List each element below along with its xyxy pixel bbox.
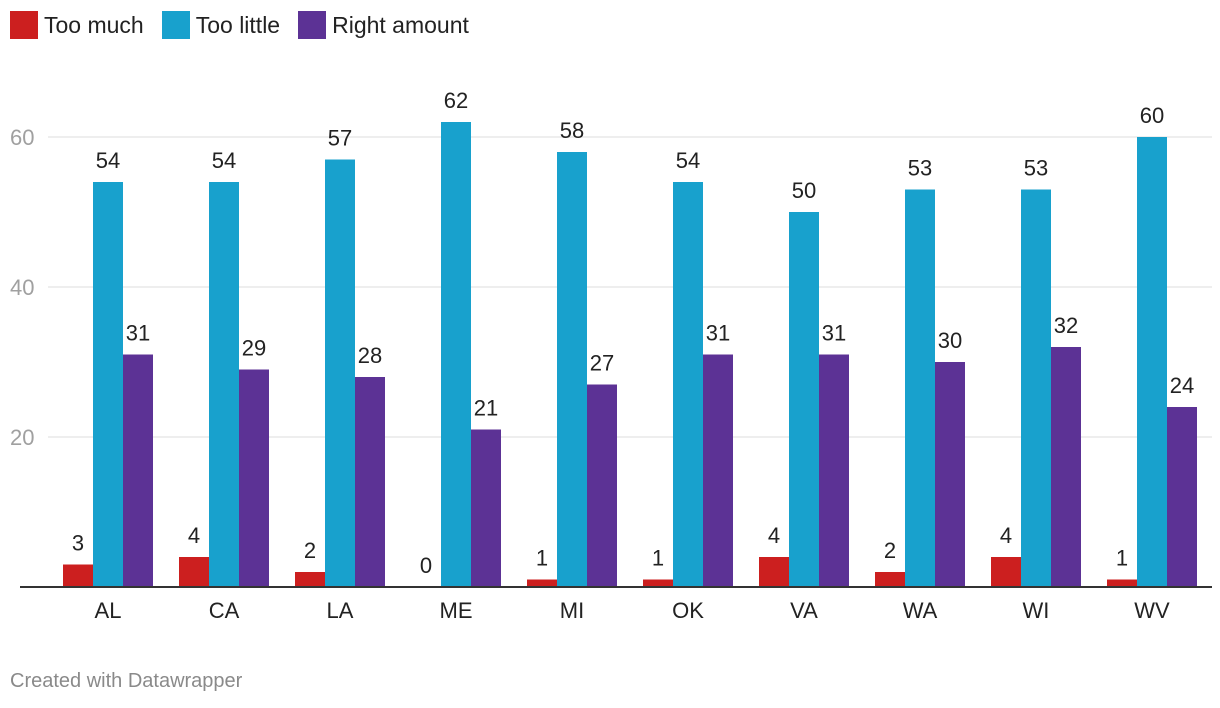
x-tick-label-ok: OK: [672, 598, 704, 623]
bar-wv-too-much: [1107, 579, 1137, 587]
x-tick-label-wi: WI: [1023, 598, 1050, 623]
data-label-va-right-amount: 31: [822, 321, 846, 346]
y-tick-label-20: 20: [10, 425, 34, 450]
data-label-wa-right-amount: 30: [938, 328, 962, 353]
bar-ca-right-amount: [239, 369, 269, 587]
data-label-wv-too-much: 1: [1116, 546, 1128, 571]
legend-swatch-too-much: [10, 11, 38, 39]
x-tick-label-al: AL: [95, 598, 122, 623]
legend-label-too-little: Too little: [195, 12, 281, 38]
data-label-wi-right-amount: 32: [1054, 313, 1078, 338]
bar-ok-too-little: [673, 182, 703, 587]
x-tick-label-mi: MI: [560, 598, 584, 623]
bar-mi-too-little: [557, 152, 587, 587]
legend-swatch-right-amount: [298, 11, 327, 39]
grouped-bar-chart: 20406035431AL45429CA25728LA06221ME15827M…: [10, 88, 1212, 623]
y-tick-label-60: 60: [10, 125, 34, 150]
bar-wa-too-little: [905, 189, 935, 587]
data-label-la-too-little: 57: [328, 126, 352, 151]
data-label-me-right-amount: 21: [474, 396, 498, 421]
bar-ok-right-amount: [703, 354, 733, 587]
data-label-al-too-much: 3: [72, 531, 84, 556]
data-label-wv-right-amount: 24: [1170, 373, 1194, 398]
legend-item-too-much: Too much: [10, 11, 144, 39]
x-tick-label-wv: WV: [1134, 598, 1170, 623]
data-label-wi-too-little: 53: [1024, 156, 1048, 181]
legend-item-too-little: Too little: [161, 11, 281, 39]
bar-va-right-amount: [819, 354, 849, 587]
data-label-mi-right-amount: 27: [590, 351, 614, 376]
y-tick-label-40: 40: [10, 275, 34, 300]
data-label-va-too-much: 4: [768, 523, 780, 548]
bar-ok-too-much: [643, 579, 673, 587]
bar-al-too-little: [93, 182, 123, 587]
bar-mi-too-much: [527, 579, 557, 587]
legend-label-right-amount: Right amount: [332, 12, 469, 38]
data-label-me-too-little: 62: [444, 88, 468, 113]
bar-la-right-amount: [355, 377, 385, 587]
bar-la-too-little: [325, 159, 355, 587]
data-label-la-too-much: 2: [304, 538, 316, 563]
bar-mi-right-amount: [587, 384, 617, 587]
x-tick-label-va: VA: [790, 598, 818, 623]
data-label-al-too-little: 54: [96, 148, 120, 173]
data-label-me-too-much: 0: [420, 553, 432, 578]
bar-wi-too-little: [1021, 189, 1051, 587]
legend-item-right-amount: Right amount: [298, 11, 469, 39]
legend-label-too-much: Too much: [44, 12, 144, 38]
data-label-ca-too-little: 54: [212, 148, 236, 173]
bar-wi-too-much: [991, 557, 1021, 587]
data-label-wa-too-much: 2: [884, 538, 896, 563]
data-label-ok-right-amount: 31: [706, 321, 730, 346]
data-label-wv-too-little: 60: [1140, 103, 1164, 128]
data-label-va-too-little: 50: [792, 178, 816, 203]
data-label-ok-too-little: 54: [676, 148, 700, 173]
footer-credit: Created with Datawrapper: [10, 670, 243, 692]
data-label-wa-too-little: 53: [908, 156, 932, 181]
data-label-ca-too-much: 4: [188, 523, 200, 548]
data-label-ca-right-amount: 29: [242, 336, 266, 361]
bar-al-too-much: [63, 564, 93, 587]
data-label-la-right-amount: 28: [358, 343, 382, 368]
x-tick-label-wa: WA: [903, 598, 938, 623]
data-label-mi-too-much: 1: [536, 546, 548, 571]
data-label-mi-too-little: 58: [560, 118, 584, 143]
bar-me-right-amount: [471, 429, 501, 587]
data-label-al-right-amount: 31: [126, 321, 150, 346]
legend-swatch-too-little: [161, 11, 190, 39]
x-tick-label-ca: CA: [209, 598, 240, 623]
bar-ca-too-little: [209, 182, 239, 587]
bar-me-too-little: [441, 122, 471, 587]
bar-va-too-much: [759, 557, 789, 587]
bar-wv-too-little: [1137, 137, 1167, 587]
data-label-ok-too-much: 1: [652, 546, 664, 571]
bar-wv-right-amount: [1167, 407, 1197, 587]
data-label-wi-too-much: 4: [1000, 523, 1012, 548]
bar-wi-right-amount: [1051, 347, 1081, 587]
bar-ca-too-much: [179, 557, 209, 587]
bar-al-right-amount: [123, 354, 153, 587]
bar-wa-too-much: [875, 572, 905, 587]
bar-va-too-little: [789, 212, 819, 587]
bar-wa-right-amount: [935, 362, 965, 587]
bar-la-too-much: [295, 572, 325, 587]
x-tick-label-me: ME: [440, 598, 473, 623]
x-tick-label-la: LA: [327, 598, 354, 623]
legend: Too much Too little Right amount: [10, 11, 469, 39]
